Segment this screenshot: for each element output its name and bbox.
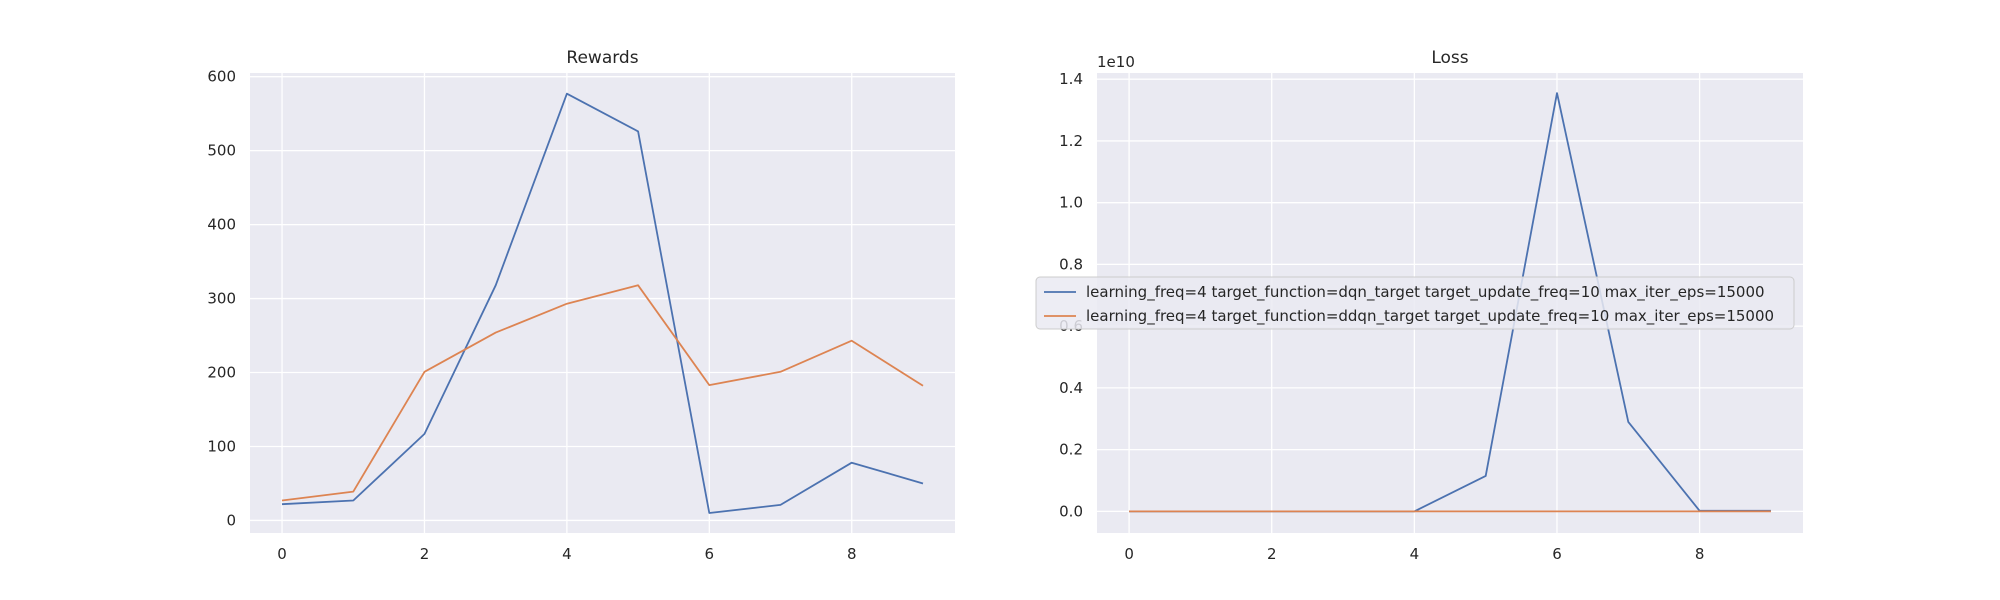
x-tick-label: 8	[847, 545, 857, 563]
x-tick-label: 6	[705, 545, 715, 563]
chart-title: Loss	[1431, 48, 1468, 68]
x-tick-label: 0	[277, 545, 287, 563]
y-tick-label: 1.4	[1059, 70, 1083, 88]
y-tick-label: 0.0	[1059, 502, 1083, 520]
y-tick-label: 0.8	[1059, 255, 1083, 273]
y-tick-label: 300	[207, 290, 236, 308]
legend-box	[1035, 276, 1795, 330]
legend: learning_freq=4 target_function=dqn_targ…	[1035, 276, 1795, 330]
y-tick-label: 1.0	[1059, 194, 1083, 212]
y-tick-label: 0.2	[1059, 441, 1083, 459]
x-tick-label: 4	[562, 545, 572, 563]
legend-label: learning_freq=4 target_function=dqn_targ…	[1086, 283, 1765, 302]
x-tick-label: 6	[1552, 545, 1562, 563]
x-tick-label: 0	[1124, 545, 1134, 563]
x-tick-label: 8	[1695, 545, 1705, 563]
y-tick-label: 600	[207, 68, 236, 86]
y-tick-label: 100	[207, 437, 236, 455]
y-tick-label: 500	[207, 142, 236, 160]
y-tick-label: 400	[207, 216, 236, 234]
legend-label: learning_freq=4 target_function=ddqn_tar…	[1086, 307, 1774, 326]
y-tick-label: 0	[226, 511, 236, 529]
y-tick-label: 1.2	[1059, 132, 1083, 150]
x-tick-label: 4	[1410, 545, 1420, 563]
series-line-1	[281, 92, 924, 514]
y-offset-label: 1e10	[1097, 53, 1135, 71]
x-tick-label: 2	[1267, 545, 1277, 563]
y-tick-label: 200	[207, 364, 236, 382]
chart-panel-2: 024680.00.20.40.60.81.01.21.4Loss1e10lea…	[1035, 48, 1803, 563]
series-line-2	[281, 284, 924, 502]
chart-title: Rewards	[566, 48, 638, 68]
chart-panel-1: 0 2 4 6 8 0 100 200 300 400 500 600 Rewards	[207, 48, 955, 563]
y-tick-label: 0.4	[1059, 379, 1083, 397]
x-tick-label: 2	[420, 545, 430, 563]
plot-background	[250, 73, 955, 533]
